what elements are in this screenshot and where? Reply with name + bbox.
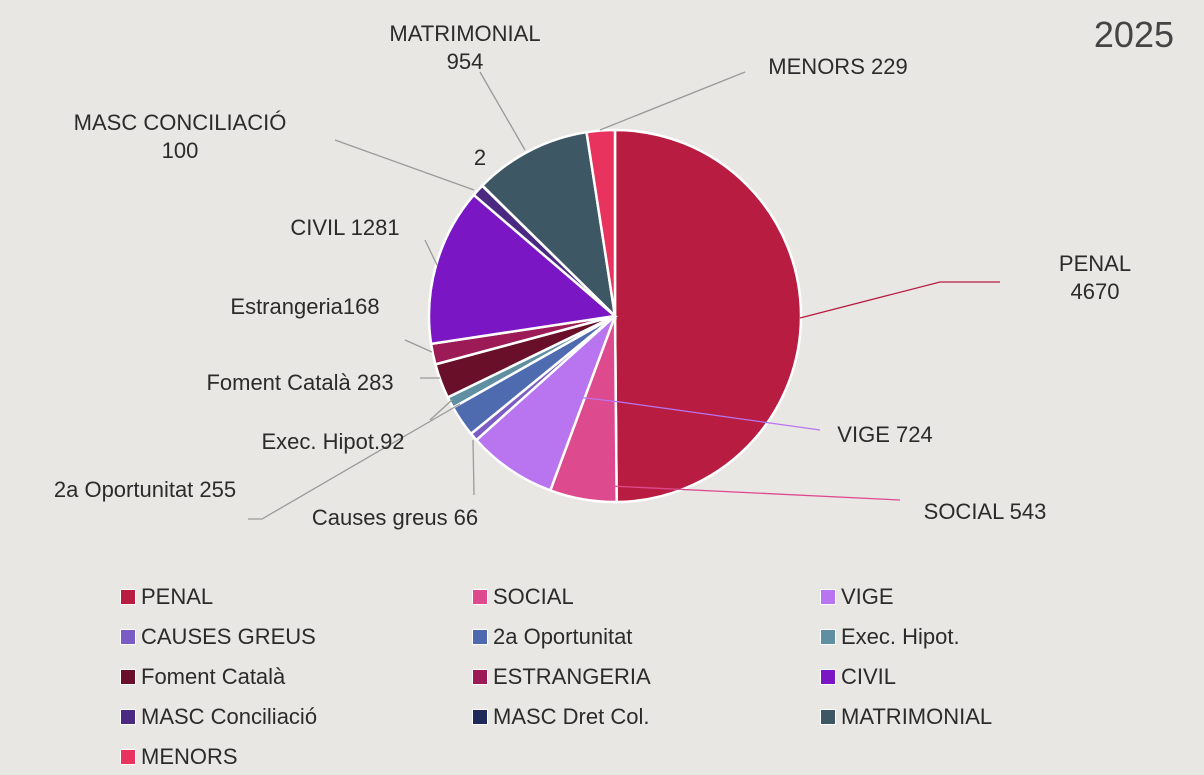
legend-label: VIGE [841, 584, 894, 609]
legend-label: 2a Oportunitat [493, 624, 633, 649]
legend-swatch [820, 669, 836, 685]
data-label: 2a Oportunitat 255 [53, 477, 237, 502]
data-label: SOCIAL 543 [923, 499, 1047, 524]
legend-label: Exec. Hipot. [841, 624, 960, 649]
leader-line [248, 403, 461, 520]
leader-line [559, 394, 821, 431]
legend-swatch [820, 709, 836, 725]
legend-swatch [120, 749, 136, 765]
legend-swatch [120, 669, 136, 685]
legend-label: ESTRANGERIA [493, 664, 651, 689]
data-label: MASC CONCILIACIÓ 100 [73, 110, 287, 163]
legend-label: Foment Català [141, 664, 286, 689]
legend-item: MASC Conciliació [120, 704, 317, 730]
leader-line [424, 239, 438, 266]
pie-slice [613, 128, 803, 504]
legend-swatch [120, 709, 136, 725]
legend-label: PENAL [141, 584, 214, 609]
legend-item: Foment Català [120, 664, 285, 690]
legend-label: CAUSES GREUS [141, 624, 316, 649]
legend-swatch [472, 669, 488, 685]
data-label: Causes greus 66 [311, 505, 479, 530]
leader-line [799, 281, 1000, 319]
legend-label: MENORS [141, 744, 238, 769]
legend-swatch [472, 629, 488, 645]
data-label: Estrangeria168 [230, 294, 380, 319]
legend-swatch [120, 629, 136, 645]
legend-swatch [120, 589, 136, 605]
legend-swatch [820, 629, 836, 645]
data-label: 2 [473, 145, 487, 170]
leader-line [472, 439, 475, 496]
data-label: PENAL 4670 [1058, 251, 1132, 304]
legend-label: CIVIL [841, 664, 897, 689]
leader-line [599, 71, 746, 131]
legend-item: MASC Dret Col. [472, 704, 649, 730]
legend-label: MATRIMONIAL [841, 704, 993, 729]
data-label: MATRIMONIAL 954 [389, 21, 541, 74]
legend-swatch [820, 589, 836, 605]
pie-slice [480, 130, 617, 320]
data-label: Foment Català 283 [206, 370, 394, 395]
data-label: Exec. Hipot.92 [261, 429, 405, 454]
legend-label: MASC Conciliació [141, 704, 318, 729]
data-label: CIVIL 1281 [290, 215, 400, 240]
leader-line [429, 399, 453, 421]
data-label: VIGE 724 [837, 422, 933, 447]
legend-item: CAUSES GREUS [120, 624, 316, 650]
legend-item: SOCIAL [472, 584, 574, 610]
legend-swatch [472, 709, 488, 725]
leader-line [334, 139, 475, 191]
leader-line [404, 339, 433, 353]
data-label: MENORS 229 [768, 54, 908, 79]
legend-swatch [472, 589, 488, 605]
legend-item: PENAL [120, 584, 213, 610]
leader-line [479, 71, 526, 151]
legend-item: CIVIL [820, 664, 896, 690]
legend-label: SOCIAL [493, 584, 574, 609]
legend-item: 2a Oportunitat [472, 624, 632, 650]
legend-item: ESTRANGERIA [472, 664, 651, 690]
legend-label: MASC Dret Col. [493, 704, 650, 729]
pie-slice [585, 128, 617, 317]
leader-line [589, 484, 901, 501]
legend-item: VIGE [820, 584, 894, 610]
chart-title: 2025 [1093, 14, 1174, 55]
legend-item: MATRIMONIAL [820, 704, 992, 730]
legend-item: MENORS [120, 744, 238, 770]
legend-item: Exec. Hipot. [820, 624, 960, 650]
